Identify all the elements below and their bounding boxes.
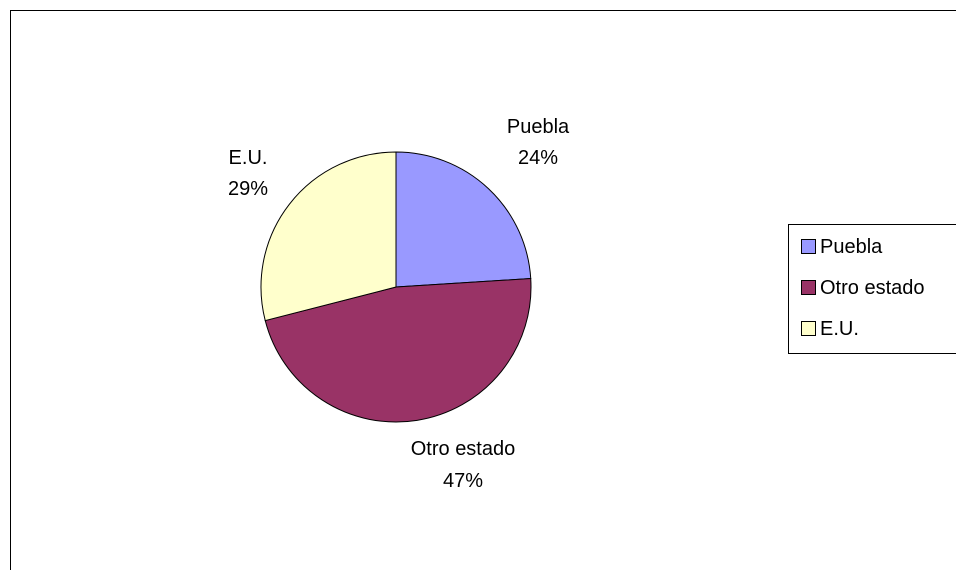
legend-swatch-otro-estado <box>801 280 816 296</box>
legend-label-eu: E.U. <box>820 318 859 340</box>
data-label-otro-estado-percent: 47% <box>443 470 483 492</box>
legend-item-puebla: Puebla <box>801 235 882 259</box>
legend-item-eu: E.U. <box>801 317 859 341</box>
legend-label-otro-estado: Otro estado <box>820 277 925 299</box>
data-label-eu-name: E.U. <box>229 147 268 169</box>
data-label-otro-estado-name: Otro estado <box>411 438 516 460</box>
legend-swatch-puebla <box>801 239 816 255</box>
data-label-puebla-name: Puebla <box>507 116 570 138</box>
legend-swatch-eu <box>801 321 816 337</box>
data-label-puebla-percent: 24% <box>518 147 558 169</box>
legend-item-otro-estado: Otro estado <box>801 276 925 300</box>
pie-slice-otro-estado <box>264 277 532 423</box>
data-label-eu-percent: 29% <box>228 178 268 200</box>
legend: Puebla Otro estado E.U. <box>788 224 956 354</box>
pie-slice-eu <box>260 151 397 322</box>
pie-slice-puebla <box>395 151 532 288</box>
legend-label-puebla: Puebla <box>820 236 883 258</box>
